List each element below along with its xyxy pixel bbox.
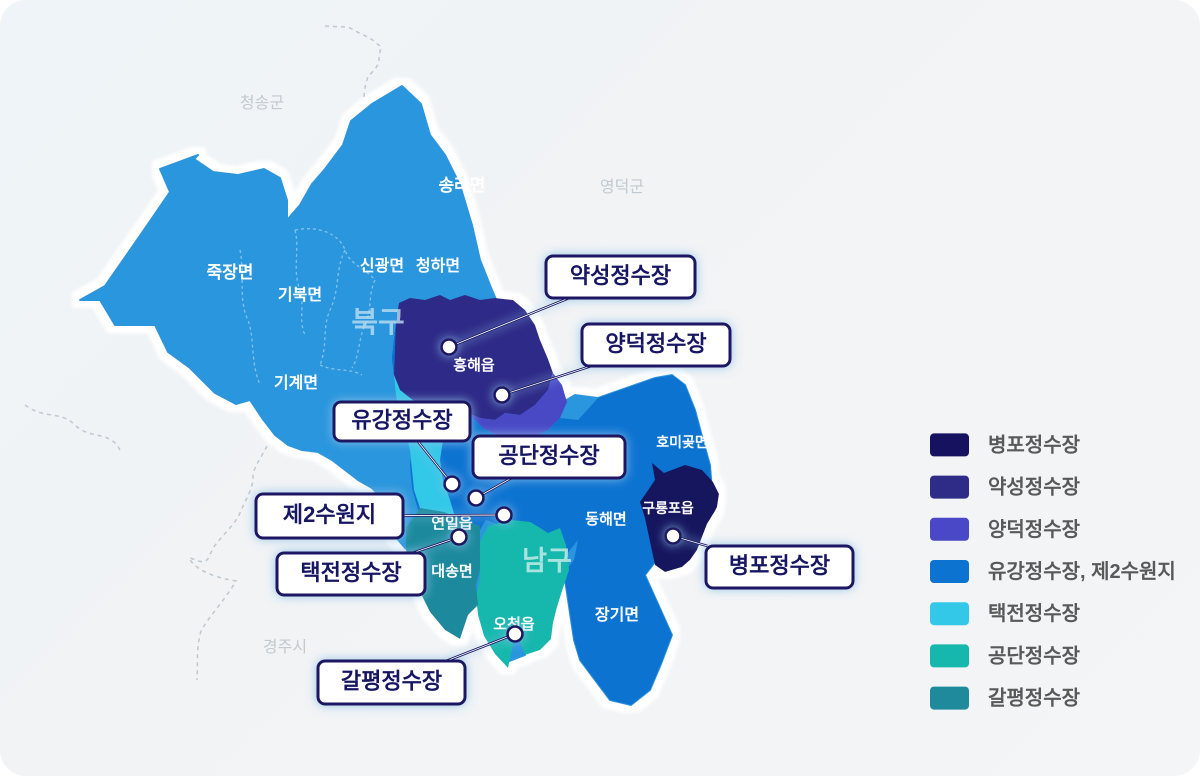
svg-text:호미곶면: 호미곶면 [656, 434, 708, 450]
svg-text:죽장면: 죽장면 [207, 263, 254, 282]
svg-text:양덕정수장: 양덕정수장 [605, 331, 706, 356]
svg-text:북구: 북구 [351, 307, 404, 339]
svg-text:약성정수장: 약성정수장 [988, 476, 1081, 499]
svg-text:청하면: 청하면 [416, 256, 460, 275]
svg-text:약성정수장: 약성정수장 [570, 263, 671, 288]
svg-text:연일읍: 연일읍 [431, 515, 473, 532]
svg-text:경주시: 경주시 [263, 638, 307, 656]
svg-text:갈평정수장: 갈평정수장 [341, 669, 442, 694]
svg-text:송라면: 송라면 [439, 176, 486, 195]
svg-text:영덕군: 영덕군 [600, 178, 644, 196]
svg-text:공단정수장: 공단정수장 [988, 644, 1081, 667]
svg-text:기계면: 기계면 [274, 373, 318, 392]
svg-text:신광면: 신광면 [360, 256, 404, 275]
svg-text:제2수원지: 제2수원지 [283, 502, 376, 527]
svg-text:병포정수장: 병포정수장 [988, 433, 1081, 456]
svg-text:유강정수장, 제2수원지: 유강정수장, 제2수원지 [988, 560, 1176, 583]
svg-text:병포정수장: 병포정수장 [729, 553, 830, 578]
svg-text:구룡포읍: 구룡포읍 [642, 500, 694, 516]
svg-text:기북면: 기북면 [278, 286, 322, 304]
svg-text:유강정수장: 유강정수장 [351, 408, 452, 433]
svg-text:공단정수장: 공단정수장 [498, 443, 599, 468]
svg-text:택전정수장: 택전정수장 [988, 602, 1081, 625]
svg-text:대송면: 대송면 [431, 563, 472, 580]
svg-text:갈평정수장: 갈평정수장 [988, 687, 1081, 710]
svg-text:청송군: 청송군 [240, 94, 284, 112]
svg-text:동해면: 동해면 [585, 511, 626, 528]
svg-text:흥해읍: 흥해읍 [453, 356, 495, 374]
svg-text:장기면: 장기면 [595, 606, 639, 624]
svg-text:남구: 남구 [522, 546, 572, 576]
svg-text:택전정수장: 택전정수장 [300, 560, 401, 585]
svg-text:양덕정수장: 양덕정수장 [988, 518, 1081, 541]
